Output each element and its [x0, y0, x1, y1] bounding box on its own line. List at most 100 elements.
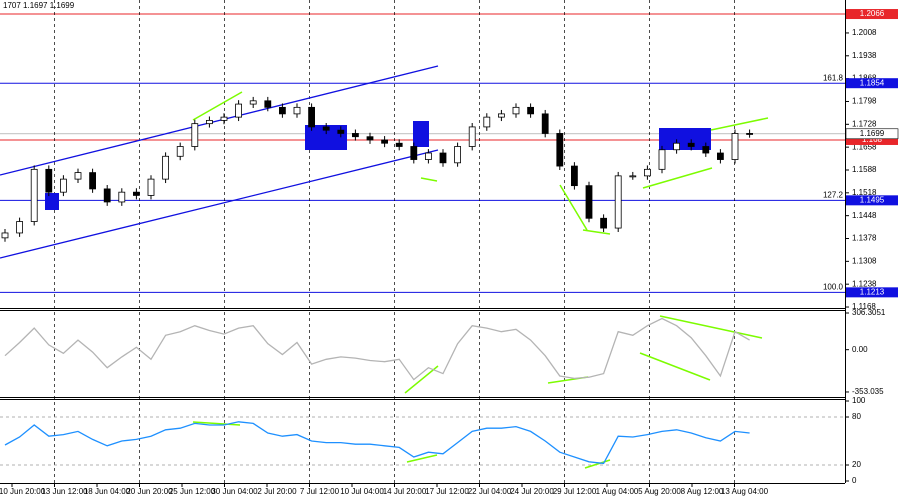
level-label: 127.2 — [823, 190, 844, 199]
x-tick-label: 29 Jul 12:00 — [553, 487, 597, 496]
candle-body — [205, 119, 213, 125]
x-tick-label: 1 Aug 04:00 — [596, 487, 639, 496]
candle-body — [60, 178, 67, 193]
channel-line — [0, 65, 439, 176]
y-tick-label: 1.1308 — [852, 256, 877, 265]
level-price: 1.168 — [862, 135, 883, 144]
x-tick-label: 25 Jun 12:00 — [169, 487, 216, 496]
candle-body — [585, 185, 593, 219]
y-tick-label: 0.00 — [852, 345, 868, 354]
y-tick-label: -353.035 — [852, 387, 884, 396]
y-tick-label: 1.1798 — [852, 97, 877, 106]
candle-body — [687, 142, 695, 147]
candle-body — [30, 168, 38, 222]
y-tick-label: 1.1448 — [852, 211, 877, 220]
candle-body — [118, 191, 126, 203]
candle-body — [293, 106, 301, 115]
zone-box — [413, 121, 429, 147]
level-tag — [846, 9, 898, 20]
candle-body — [541, 113, 549, 134]
candle-body — [644, 168, 651, 177]
x-tick-label: 5 Aug 20:00 — [638, 487, 681, 496]
candle-body — [278, 106, 286, 115]
x-tick-label: 7 Jul 12:00 — [300, 487, 340, 496]
divergence-line — [192, 91, 243, 121]
y-tick-label: 1.2008 — [852, 28, 877, 37]
candle-body — [103, 188, 111, 203]
divergence-line — [639, 352, 711, 381]
annotations — [0, 65, 769, 469]
candle-body — [731, 133, 739, 160]
candle-body — [45, 168, 53, 193]
y-tick-label: 1.1378 — [852, 234, 877, 243]
y-tick-label: 1.1238 — [852, 279, 877, 288]
level-price: 1.1213 — [860, 287, 885, 296]
y-tick-label: 1.1658 — [852, 142, 877, 151]
candle-body — [74, 172, 82, 180]
last-price-label: 1.1699 — [860, 129, 885, 138]
candle-body — [366, 136, 374, 141]
y-tick-label: 306.3051 — [852, 308, 886, 317]
chart-title: 1707 1.1697 1.1699 — [3, 1, 75, 10]
candle-body — [322, 126, 330, 131]
candle-body — [439, 152, 447, 164]
divergence-line — [406, 454, 438, 463]
grid-layer — [0, 0, 845, 483]
level-tag — [846, 134, 898, 145]
candle-body — [16, 221, 24, 234]
candle-body — [89, 172, 96, 190]
y-tick-label: 1.1938 — [852, 51, 877, 60]
candle-body — [395, 142, 403, 147]
candle-body — [717, 152, 724, 160]
divergence-line — [659, 315, 763, 339]
x-tick-label: 8 Aug 12:00 — [681, 487, 724, 496]
marks-layer: 1.20081.19381.18681.17981.17281.16581.15… — [0, 9, 899, 496]
x-tick-label: 24 Jul 20:00 — [510, 487, 554, 496]
level-price: 1.1854 — [860, 78, 885, 87]
zone-box — [659, 128, 711, 150]
x-tick-label: 14 Jul 20:00 — [383, 487, 427, 496]
candle-body — [132, 191, 140, 196]
candle-body — [571, 165, 578, 187]
candle-body — [249, 100, 257, 105]
candle-body — [176, 146, 184, 157]
y-tick-label: 1.1168 — [852, 302, 876, 311]
x-tick-label: 20 Jun 20:00 — [126, 487, 173, 496]
y-tick-label: 80 — [852, 412, 861, 421]
x-tick-label: 13 Jun 12:00 — [41, 487, 88, 496]
x-tick-label: 22 Jul 04:00 — [468, 487, 512, 496]
frames — [0, 0, 846, 484]
candle-body — [497, 113, 505, 118]
x-tick-label: 10 Jul 04:00 — [340, 487, 384, 496]
x-tick-label: 18 Jun 04:00 — [84, 487, 131, 496]
candle-body — [351, 133, 359, 138]
candle-body — [220, 116, 228, 121]
candle-body — [191, 123, 199, 147]
x-tick-label: 10 Jun 20:00 — [0, 487, 46, 496]
candle-body — [381, 139, 389, 144]
candle-body — [629, 175, 637, 178]
y-tick-label: 20 — [852, 460, 861, 469]
level-tag — [846, 195, 898, 206]
y-tick-label: 100 — [852, 396, 866, 405]
x-tick-label: 30 Jun 04:00 — [211, 487, 258, 496]
candle-body — [600, 217, 607, 229]
candle-body — [1, 232, 9, 239]
candle-body — [162, 155, 170, 180]
divergence-line — [584, 459, 611, 469]
x-tick-label: 2 Jul 20:00 — [257, 487, 297, 496]
level-tag — [846, 287, 898, 298]
candle-body — [512, 106, 520, 115]
channel-line — [0, 149, 439, 259]
y-tick-label: 1.1588 — [852, 165, 877, 174]
level-label: 161.8 — [823, 73, 844, 82]
divergence-line — [559, 184, 588, 231]
indicator-line — [4, 317, 750, 381]
candle-body — [483, 116, 491, 128]
candle-body — [147, 178, 155, 196]
candle-body — [614, 175, 622, 229]
y-tick-label: 1.1518 — [852, 188, 877, 197]
candle-body — [658, 149, 666, 170]
